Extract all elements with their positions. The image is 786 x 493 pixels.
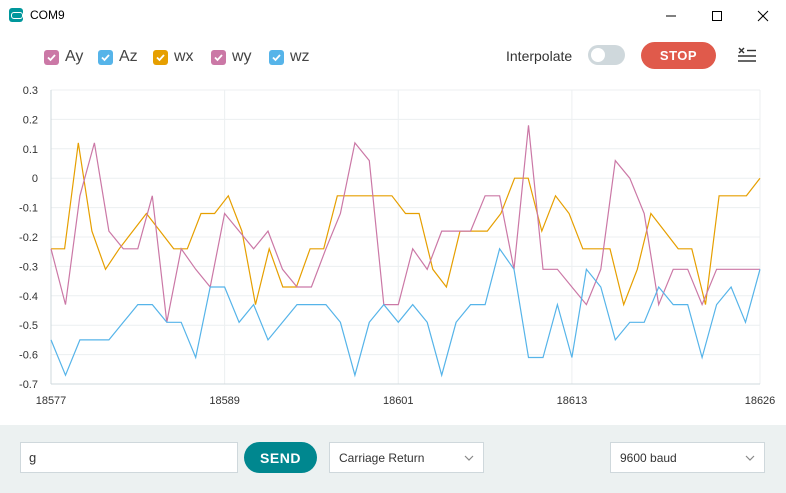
legend-label: Az bbox=[119, 48, 138, 65]
legend-toolbar: Ay Az wx wy wz Interpolate STOP bbox=[0, 31, 786, 81]
clear-button[interactable] bbox=[737, 46, 757, 64]
send-button[interactable]: SEND bbox=[244, 442, 317, 473]
line-ending-value: Carriage Return bbox=[339, 450, 425, 465]
check-icon bbox=[101, 53, 110, 61]
maximize-button[interactable] bbox=[694, 0, 740, 31]
y-tick-label: -0.7 bbox=[19, 379, 38, 391]
baud-rate-value: 9600 baud bbox=[620, 450, 677, 465]
check-icon bbox=[272, 53, 281, 61]
y-tick-label: 0.3 bbox=[23, 85, 38, 97]
y-tick-label: -0.3 bbox=[19, 261, 38, 273]
y-tick-label: 0.2 bbox=[23, 114, 38, 126]
y-tick-label: 0 bbox=[32, 173, 38, 185]
y-tick-label: -0.4 bbox=[19, 291, 38, 303]
arduino-icon bbox=[9, 8, 23, 22]
legend-label: wx bbox=[174, 48, 194, 65]
x-tick-label: 18626 bbox=[745, 395, 776, 407]
legend-checkbox[interactable] bbox=[211, 49, 226, 65]
serial-plotter-chart: 0.3 0.2 0.1 0 -0.1 -0.2 -0.3 -0.4 -0.5 -0.6 -0.7 18… bbox=[0, 81, 786, 420]
legend-item-wz[interactable]: wz bbox=[269, 48, 310, 66]
check-icon bbox=[47, 53, 56, 61]
y-tick-label: 0.1 bbox=[23, 144, 38, 156]
minimize-icon bbox=[666, 15, 676, 16]
series-line-wx bbox=[51, 142, 761, 307]
stop-button[interactable]: STOP bbox=[641, 42, 716, 69]
chevron-down-icon bbox=[745, 455, 755, 461]
legend-checkbox[interactable] bbox=[153, 49, 168, 65]
check-icon bbox=[214, 53, 223, 61]
minimize-button[interactable] bbox=[648, 0, 694, 31]
maximize-icon bbox=[712, 10, 722, 21]
x-tick-label: 18613 bbox=[557, 395, 588, 407]
legend-label: wz bbox=[290, 48, 310, 65]
y-tick-label: -0.6 bbox=[19, 350, 38, 362]
y-tick-label: -0.5 bbox=[19, 320, 38, 332]
window-title: COM9 bbox=[30, 8, 65, 22]
line-ending-select[interactable]: Carriage Return bbox=[329, 442, 484, 473]
chevron-down-icon bbox=[464, 455, 474, 461]
x-tick-label: 18589 bbox=[209, 395, 240, 407]
check-icon bbox=[156, 53, 165, 61]
close-icon bbox=[757, 10, 769, 21]
baud-rate-select[interactable]: 9600 baud bbox=[610, 442, 765, 473]
interpolate-label: Interpolate bbox=[506, 48, 573, 64]
legend-label: wy bbox=[232, 48, 252, 65]
legend-checkbox[interactable] bbox=[98, 49, 113, 65]
interpolate-toggle[interactable] bbox=[588, 45, 625, 65]
clear-list-icon bbox=[738, 47, 756, 62]
legend-item-az[interactable]: Az bbox=[98, 48, 138, 66]
legend-item-ay[interactable]: Ay bbox=[44, 48, 83, 66]
x-tick-label: 18601 bbox=[383, 395, 414, 407]
message-bar: SEND Carriage Return 9600 baud bbox=[0, 425, 786, 493]
y-tick-label: -0.2 bbox=[19, 232, 38, 244]
message-input[interactable] bbox=[20, 442, 238, 473]
series-line-wy bbox=[50, 125, 760, 323]
legend-checkbox[interactable] bbox=[269, 49, 284, 65]
plot-area: 0.3 0.2 0.1 0 -0.1 -0.2 -0.3 -0.4 -0.5 -0.6 -0.7 18… bbox=[19, 85, 776, 407]
toggle-knob bbox=[591, 48, 605, 62]
legend-item-wy[interactable]: wy bbox=[211, 48, 252, 66]
series-line-wz bbox=[50, 247, 761, 378]
legend-checkbox[interactable] bbox=[44, 49, 59, 65]
legend-label: Ay bbox=[65, 48, 84, 65]
x-tick-label: 18577 bbox=[36, 395, 67, 407]
close-button[interactable] bbox=[740, 0, 786, 31]
legend-item-wx[interactable]: wx bbox=[153, 48, 194, 66]
title-bar: COM9 bbox=[0, 0, 786, 31]
y-tick-label: -0.1 bbox=[19, 203, 38, 215]
